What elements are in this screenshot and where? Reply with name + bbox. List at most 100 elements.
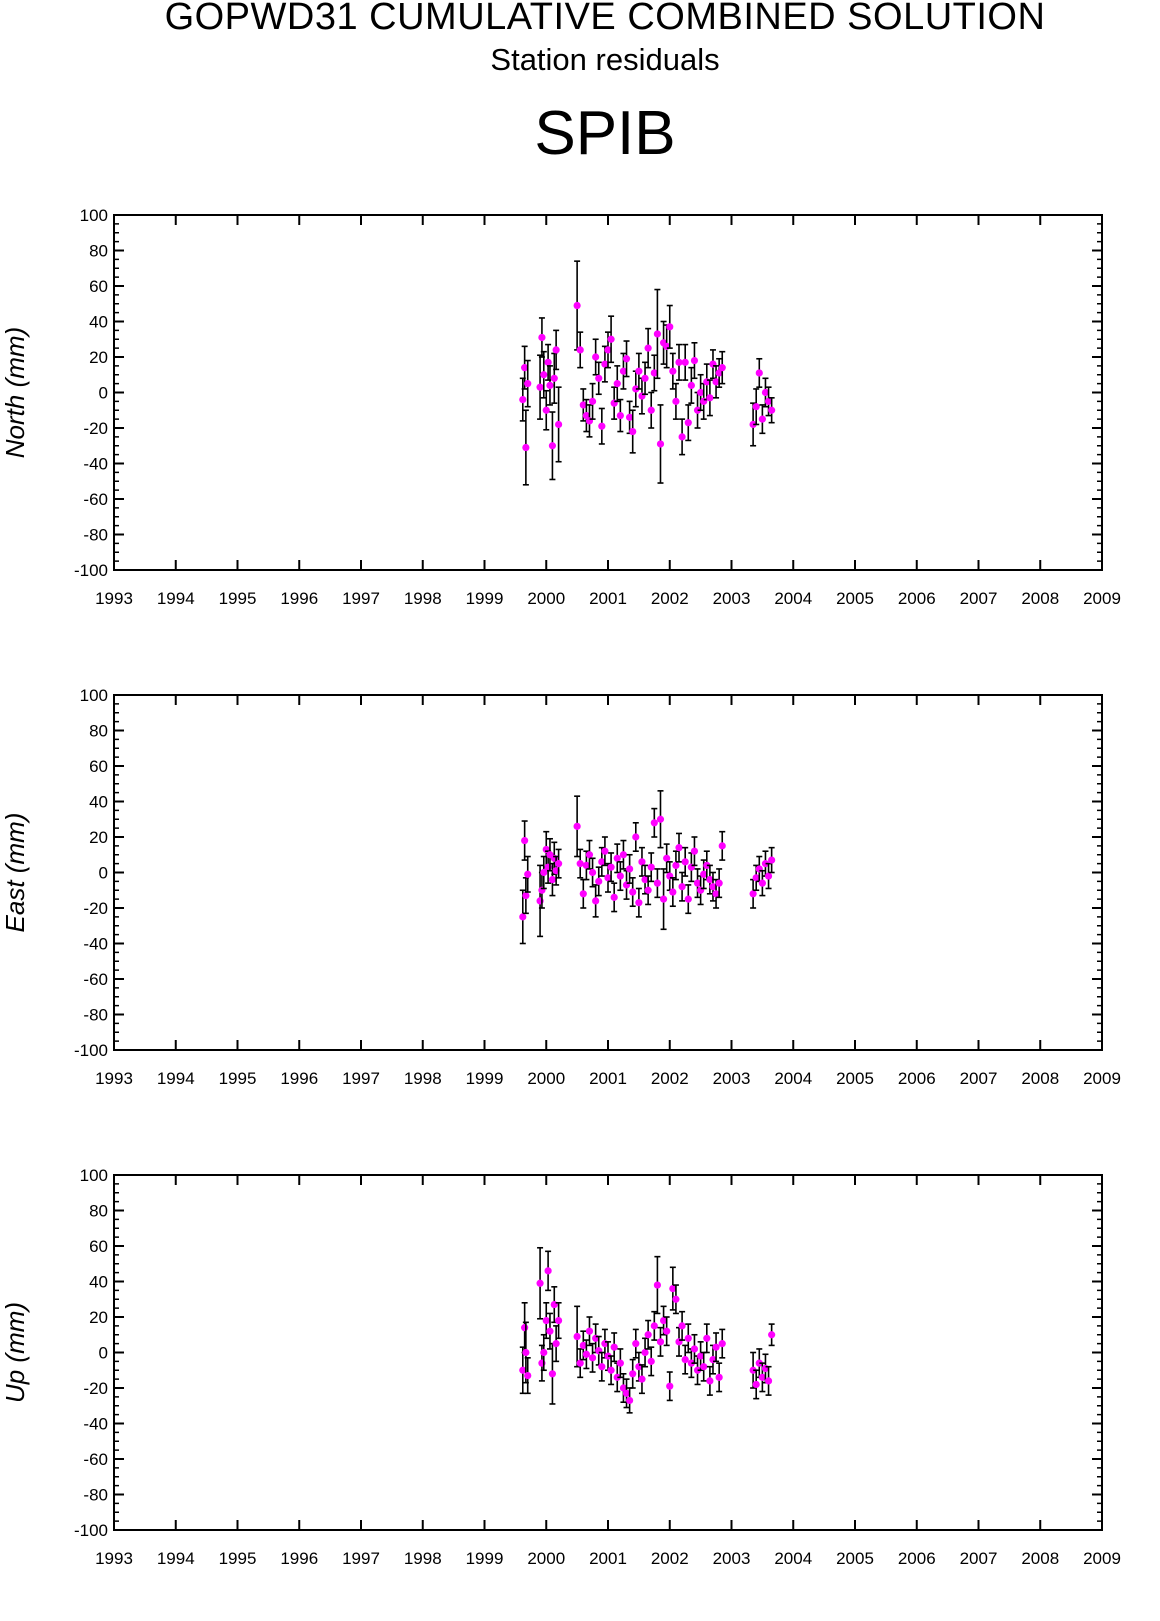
data-point (672, 861, 680, 869)
y-tick-label: 0 (99, 864, 108, 883)
data-point (761, 860, 770, 868)
y-tick-label: 20 (89, 1308, 108, 1327)
y-tick-label: 80 (89, 242, 108, 261)
data-point (712, 1343, 720, 1351)
data-point (522, 1348, 530, 1357)
x-tick-label: 1993 (95, 1069, 133, 1088)
data-point (768, 856, 776, 864)
data-point (690, 847, 699, 855)
data-point (703, 1334, 711, 1342)
data-point (644, 886, 652, 894)
data-point (749, 1366, 757, 1374)
data-point (669, 888, 677, 896)
data-point (598, 858, 606, 866)
y-tick-label: -80 (83, 1486, 108, 1505)
y-tick-label: -80 (83, 526, 108, 545)
data-point (626, 865, 634, 873)
data-point (669, 367, 677, 375)
data-point (690, 356, 699, 365)
data-point (595, 877, 603, 885)
data-point (681, 858, 689, 866)
data-point (522, 891, 530, 900)
data-point (548, 876, 557, 884)
data-point (601, 360, 609, 368)
data-point (521, 364, 529, 372)
data-point (555, 860, 563, 868)
data-point (632, 833, 640, 841)
x-tick-label: 2000 (527, 1549, 565, 1568)
data-point (666, 1382, 674, 1390)
data-point (678, 433, 686, 441)
x-tick-label: 1995 (219, 589, 257, 608)
x-tick-label: 1999 (466, 589, 504, 608)
x-tick-label: 2002 (651, 589, 689, 608)
y-tick-label: 100 (80, 1166, 108, 1185)
data-point (678, 883, 686, 891)
data-point (764, 1377, 773, 1385)
data-point (697, 1352, 705, 1360)
data-point (579, 890, 587, 898)
x-tick-label: 1997 (342, 1549, 380, 1568)
x-tick-label: 2007 (960, 589, 998, 608)
data-point (604, 1352, 612, 1360)
y-tick-label: 0 (99, 384, 108, 403)
data-point (706, 394, 714, 402)
data-point (619, 367, 628, 375)
data-point (700, 870, 708, 878)
x-tick-label: 2008 (1021, 1069, 1059, 1088)
data-point (573, 822, 581, 830)
x-tick-label: 2001 (589, 589, 627, 608)
data-point (592, 897, 600, 905)
data-point (613, 380, 621, 388)
data-point (536, 1279, 544, 1287)
data-point (582, 1350, 590, 1358)
data-point (632, 385, 640, 393)
y-tick-label: 40 (89, 313, 108, 332)
x-tick-label: 2005 (836, 589, 874, 608)
y-tick-label: 60 (89, 757, 108, 776)
data-point (666, 323, 674, 331)
y-tick-label: 0 (99, 1344, 108, 1363)
data-point (536, 383, 544, 391)
data-point (672, 1295, 680, 1303)
data-point (718, 364, 726, 372)
plot-frame (113, 214, 1103, 571)
data-point (540, 371, 548, 379)
x-tick-label: 1997 (342, 589, 380, 608)
data-point (576, 346, 584, 354)
data-point (647, 863, 655, 871)
data-point (522, 443, 530, 452)
x-tick-label: 2004 (774, 589, 812, 608)
data-point (540, 1348, 548, 1357)
data-point (552, 1340, 560, 1348)
data-point (706, 1377, 714, 1385)
north-residuals-chart: 1993 1994 1995 1996 1997 1998 1999 2000 2001 2002… (0, 206, 1121, 608)
x-tick-label: 2009 (1083, 1549, 1121, 1568)
y-tick-label: -40 (83, 1415, 108, 1434)
y-axis-label: Up (mm) (0, 1302, 30, 1403)
data-point (626, 413, 634, 421)
data-point (622, 1389, 631, 1397)
data-point (755, 369, 763, 377)
data-point (684, 419, 692, 427)
data-point (629, 1370, 637, 1378)
data-point (669, 1285, 677, 1293)
y-tick-label: 20 (89, 828, 108, 847)
data-point (546, 381, 554, 389)
data-point (542, 1316, 550, 1325)
y-tick-label: 60 (89, 277, 108, 296)
data-point (540, 868, 548, 877)
x-tick-label: 2008 (1021, 1549, 1059, 1568)
data-point (550, 374, 558, 382)
x-tick-label: 1996 (280, 589, 318, 608)
data-point (573, 301, 581, 310)
y-tick-label: 100 (80, 686, 108, 705)
data-point (601, 847, 609, 855)
x-tick-label: 2000 (527, 589, 565, 608)
data-point (555, 1316, 563, 1325)
data-point (607, 1366, 615, 1374)
x-tick-label: 2006 (898, 589, 936, 608)
up-residuals-chart: 1993 1994 1995 1996 1997 1998 1999 2000 2001 2002… (0, 1166, 1121, 1568)
x-tick-label: 2001 (589, 1069, 627, 1088)
x-tick-label: 1996 (280, 1549, 318, 1568)
